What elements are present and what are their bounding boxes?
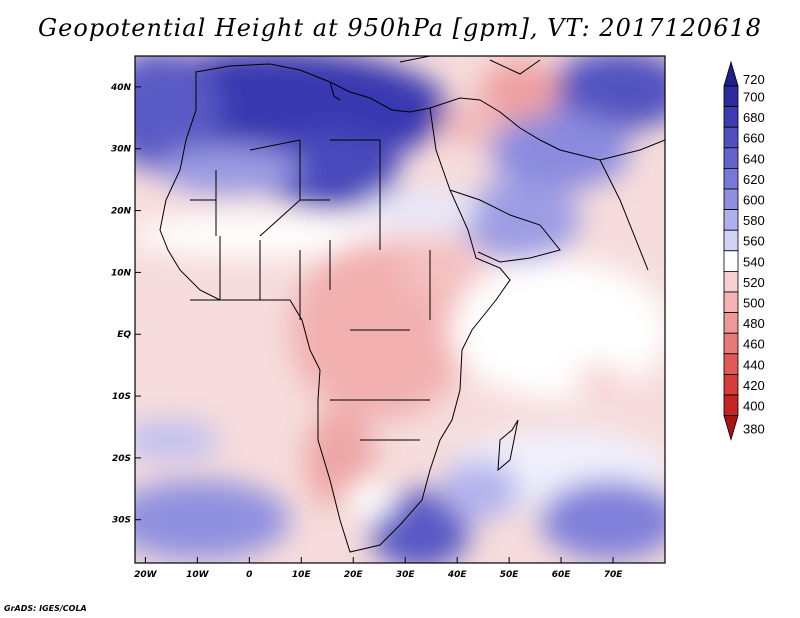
- colorbar-label: 580: [743, 213, 765, 228]
- colorbar-swatch: [723, 188, 739, 211]
- plot-frame: [134, 55, 666, 564]
- lon-tick-label: 10W: [186, 570, 210, 580]
- lat-tick-label: 10S: [112, 392, 131, 402]
- colorbar-bottom-arrow: [723, 415, 739, 442]
- colorbar-label: 380: [743, 422, 765, 437]
- lon-tick-label: 10E: [292, 570, 312, 580]
- colorbar-swatch: [723, 312, 739, 334]
- lat-tick-label: EQ: [117, 330, 131, 340]
- lat-tick-label: 30N: [111, 145, 132, 155]
- lon-tick-label: 40E: [447, 570, 468, 580]
- lat-tick-label: 40N: [110, 83, 132, 93]
- colorbar-label: 700: [743, 89, 765, 104]
- colorbar-swatch: [723, 126, 739, 149]
- colorbar-label: 400: [743, 398, 765, 413]
- lon-tick-label: 20E: [344, 570, 364, 580]
- lon-tick-label: 60E: [552, 570, 572, 580]
- colorbar-label: 440: [743, 357, 765, 372]
- colorbar-label: 540: [743, 254, 765, 269]
- colorbar-label: 500: [743, 295, 765, 310]
- height-field-shading: [135, 56, 665, 563]
- colorbar-label: 620: [743, 172, 765, 187]
- colorbar-label: 660: [743, 131, 765, 146]
- lon-tick-label: 30E: [396, 570, 416, 580]
- colorbar-label: 600: [743, 192, 765, 207]
- lon-tick-label: 50E: [500, 570, 520, 580]
- colorbar-swatch: [723, 106, 739, 128]
- map-title: Geopotential Height at 950hPa [gpm], VT:…: [38, 14, 762, 42]
- colorbar-swatch: [723, 209, 739, 231]
- coastlines: [159, 56, 665, 553]
- colorbar-label: 560: [743, 234, 765, 249]
- lon-tick-label: 70E: [604, 570, 624, 580]
- colorbar-swatch: [723, 291, 739, 314]
- colorbar-swatch: [723, 85, 739, 108]
- lat-tick-label: 30S: [112, 516, 131, 526]
- lon-tick-label: 0: [246, 570, 252, 580]
- colorbar-swatch: [723, 167, 739, 190]
- lon-tick-label: 20W: [134, 570, 158, 580]
- colorbar-label: 640: [743, 151, 765, 166]
- colorbar-swatch: [723, 373, 739, 396]
- colorbar-label: 520: [743, 275, 765, 290]
- grads-credit: GrADS: IGES/COLA: [4, 604, 87, 613]
- colorbar-label: 720: [743, 72, 765, 87]
- colorbar-label: 480: [743, 316, 765, 331]
- colorbar-swatch: [723, 353, 739, 375]
- colorbar-swatch: [723, 147, 739, 169]
- lat-tick-label: 20S: [112, 454, 131, 464]
- colorbar-label: 420: [743, 378, 765, 393]
- colorbar-swatch: [723, 229, 739, 252]
- lat-tick-label: 20N: [111, 207, 132, 217]
- lat-tick-label: 10N: [111, 268, 132, 278]
- colorbar-swatch: [723, 394, 739, 417]
- colorbar-label: 680: [743, 110, 765, 125]
- colorbar-swatch: [723, 270, 739, 293]
- axis-ticks: 40N 30N 20N 10N EQ 10S 20S 30S 20W 10W 0 10E 20E 30E 4…: [110, 83, 623, 580]
- colorbar: 720 700 680 660 640 620 600 580 560 540 520 500 480 4…: [723, 60, 765, 442]
- colorbar-swatch: [723, 250, 739, 272]
- colorbar-swatch: [723, 332, 739, 355]
- colorbar-top-arrow: [723, 60, 739, 87]
- colorbar-label: 460: [743, 337, 765, 352]
